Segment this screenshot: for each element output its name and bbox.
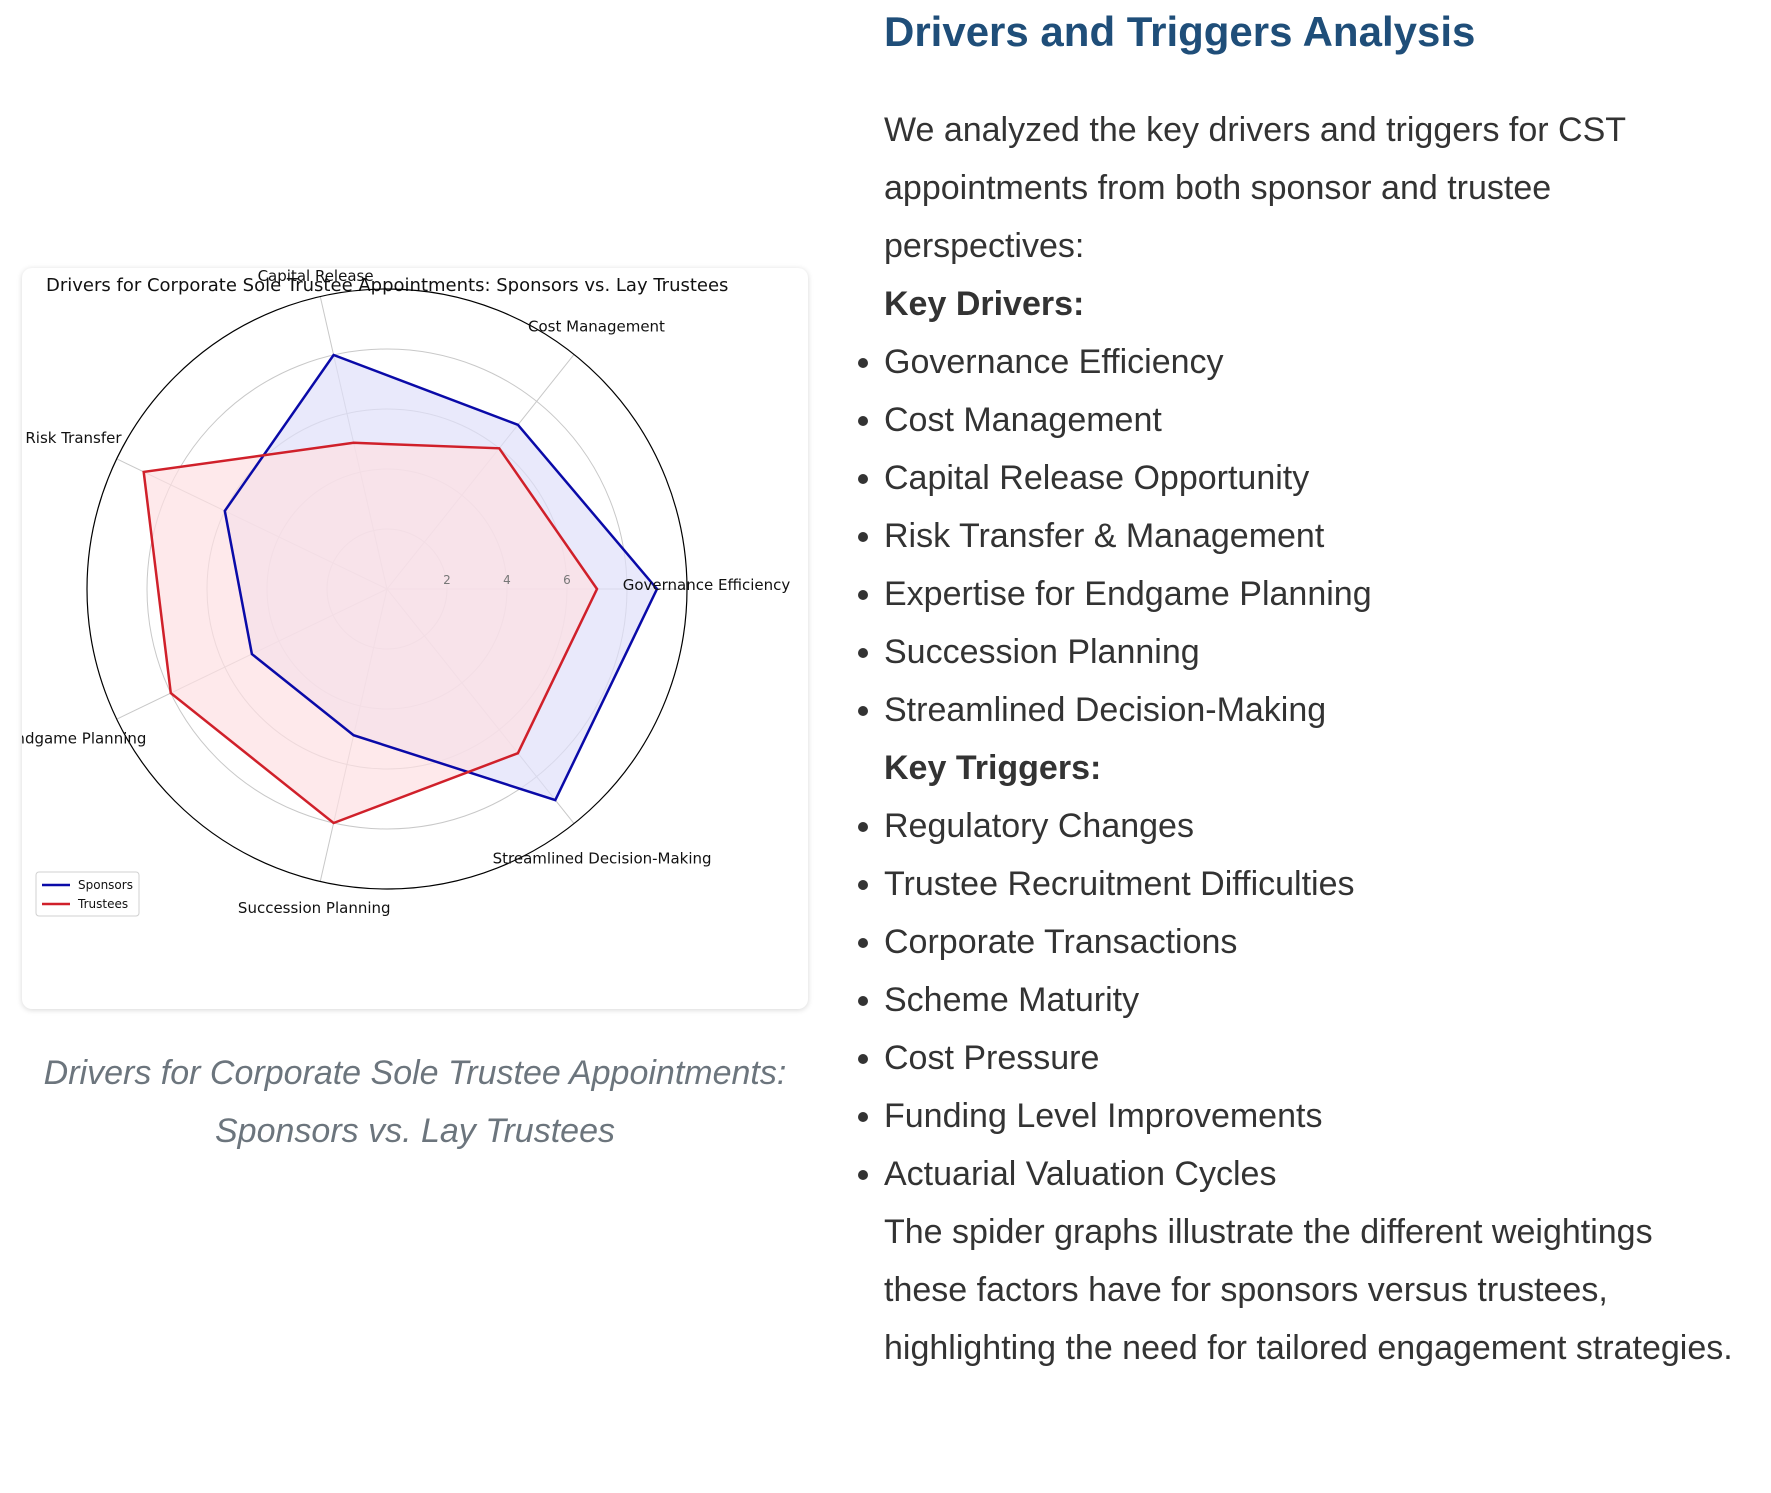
series-area-trustees xyxy=(143,442,597,823)
series-line-trustees xyxy=(142,441,599,825)
driver-item: Capital Release Opportunity xyxy=(858,449,1734,507)
triggers-list: Regulatory Changes Trustee Recruitment D… xyxy=(858,797,1734,1203)
chart-caption: Drivers for Corporate Sole Trustee Appoi… xyxy=(43,1054,787,1150)
driver-item: Streamlined Decision-Making xyxy=(858,681,1734,739)
drivers-heading: Key Drivers: xyxy=(884,285,1085,323)
conclusion-paragraph: The spider graphs illustrate the differe… xyxy=(884,1213,1733,1367)
trigger-item: Corporate Transactions xyxy=(858,913,1734,971)
driver-item: Risk Transfer & Management xyxy=(858,507,1734,565)
driver-item: Expertise for Endgame Planning xyxy=(858,565,1734,623)
driver-item: Succession Planning xyxy=(858,623,1734,681)
legend-label-sponsors: Sponsors xyxy=(78,878,133,892)
trigger-item: Trustee Recruitment Difficulties xyxy=(858,855,1734,913)
legend-label-trustees: Trustees xyxy=(77,897,128,911)
drivers-list: Governance Efficiency Cost Management Ca… xyxy=(858,333,1734,739)
axis-category-label: Risk Transfer xyxy=(25,429,122,447)
chart-title: Drivers for Corporate Sole Trustee Appoi… xyxy=(46,275,728,296)
radial-tick-label: 4 xyxy=(503,573,511,587)
axis-category-label: Succession Planning xyxy=(238,899,391,917)
trigger-item: Cost Pressure xyxy=(858,1029,1734,1087)
analysis-body: We analyzed the key drivers and triggers… xyxy=(858,101,1734,1377)
axis-category-label: Capital Release xyxy=(258,268,374,285)
axis-category-label: Governance Efficiency xyxy=(623,576,791,594)
radial-tick-label: 6 xyxy=(563,573,571,587)
radial-tick-label: 2 xyxy=(443,573,451,587)
axis-category-label: Cost Management xyxy=(528,317,665,335)
intro-paragraph: We analyzed the key drivers and triggers… xyxy=(884,111,1626,265)
trigger-item: Actuarial Valuation Cycles xyxy=(858,1145,1734,1203)
driver-item: Governance Efficiency xyxy=(858,333,1734,391)
chart-card: Drivers for Corporate Sole Trustee Appoi… xyxy=(22,268,808,1009)
triggers-heading: Key Triggers: xyxy=(884,749,1102,787)
outer-ring xyxy=(86,288,688,890)
trigger-item: Scheme Maturity xyxy=(858,971,1734,1029)
trigger-item: Regulatory Changes xyxy=(858,797,1734,855)
driver-item: Cost Management xyxy=(858,391,1734,449)
axis-category-label: Endgame Planning xyxy=(22,730,146,748)
radar-chart: Drivers for Corporate Sole Trustee Appoi… xyxy=(22,268,791,917)
trigger-item: Funding Level Improvements xyxy=(858,1087,1734,1145)
series-line-sponsors xyxy=(223,353,659,802)
section-title: Drivers and Triggers Analysis xyxy=(884,8,1476,55)
axis-category-label: Streamlined Decision-Making xyxy=(493,850,712,868)
